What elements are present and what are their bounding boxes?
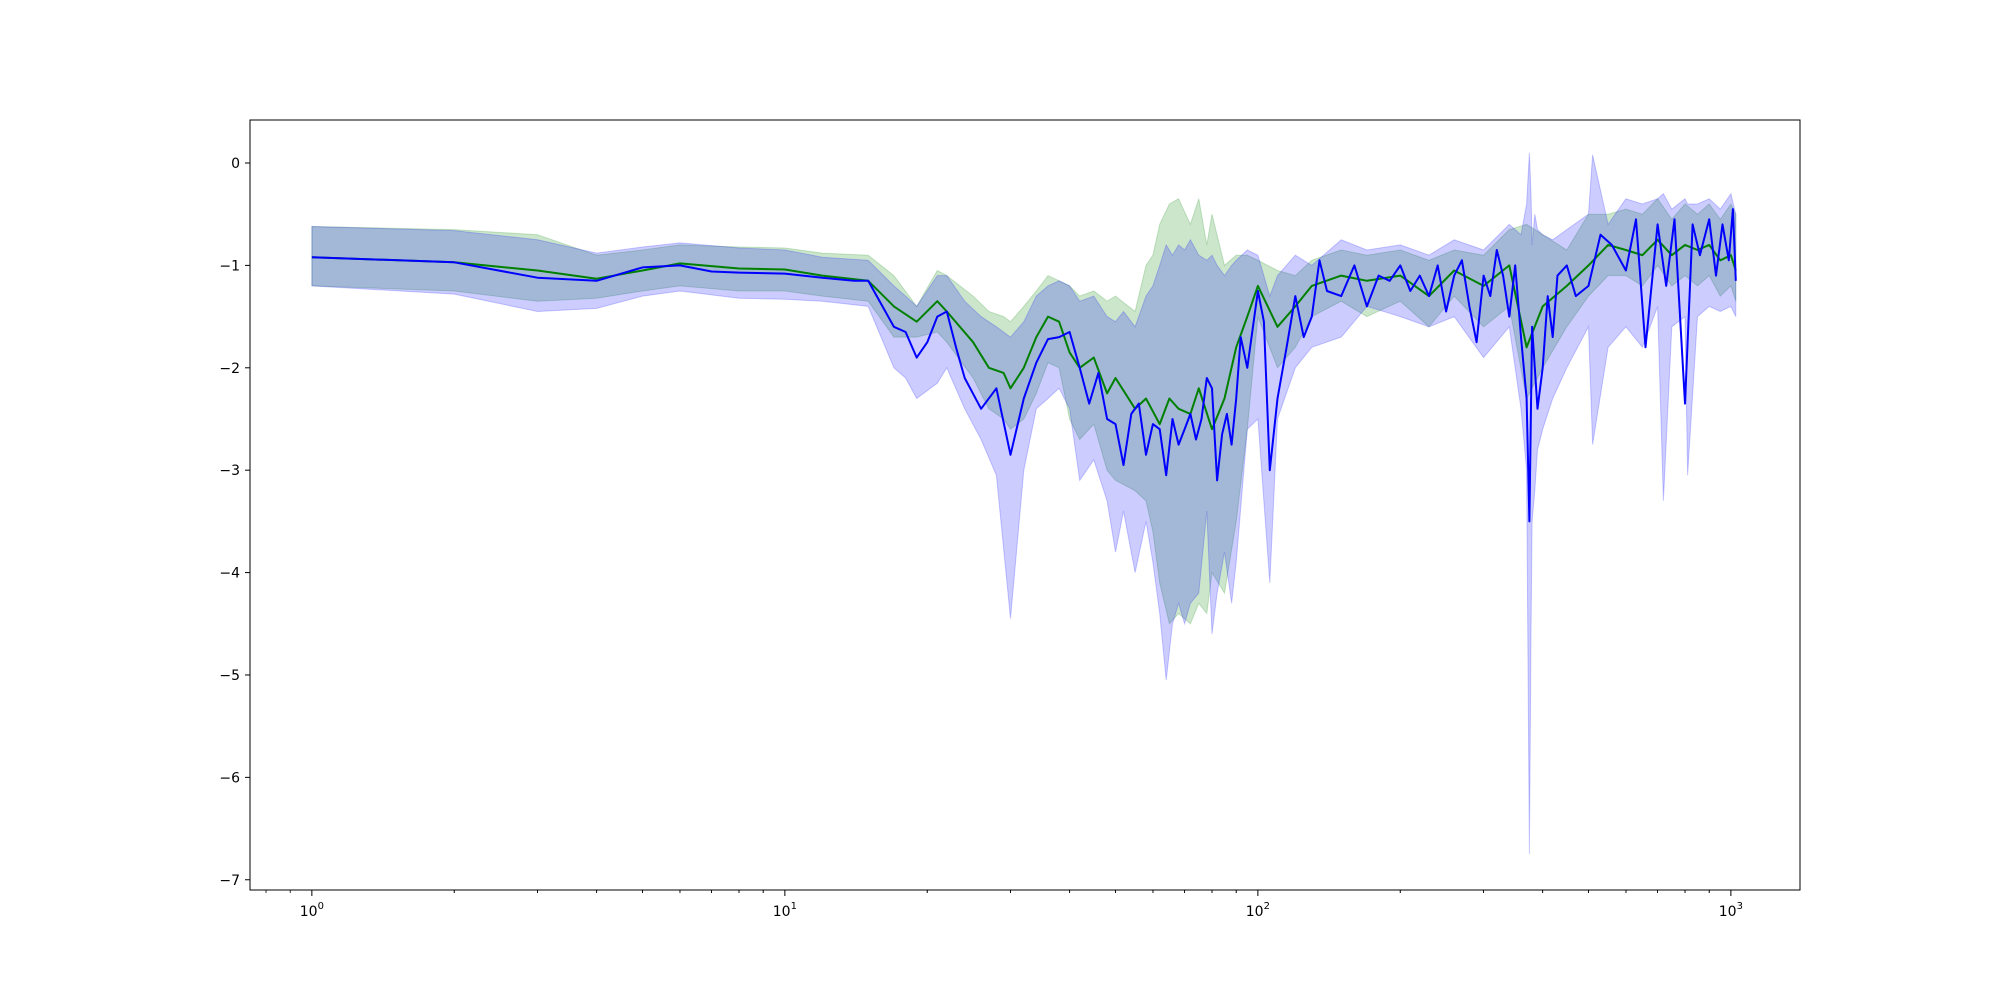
y-tick-label: −2 xyxy=(219,361,240,377)
plot-frame xyxy=(249,119,1801,891)
x-tick-label: 102 xyxy=(1246,901,1270,920)
blue-series-band xyxy=(311,152,1737,855)
series-lines xyxy=(311,208,1737,523)
green-series-band xyxy=(311,198,1737,625)
y-tick-label: −6 xyxy=(219,770,240,786)
y-tick-label: −7 xyxy=(219,873,240,889)
x-tick-label: 100 xyxy=(300,901,324,920)
x-tick-label: 101 xyxy=(773,901,797,920)
y-tick-label: −3 xyxy=(219,463,240,479)
y-tick-label: 0 xyxy=(231,156,240,172)
y-tick-label: −1 xyxy=(219,258,240,274)
x-tick-label: 103 xyxy=(1719,901,1743,920)
y-tick-label: −4 xyxy=(219,566,240,582)
blue-series-line xyxy=(311,208,1737,523)
y-axis: 0 −1 −2 −3 −4 −5 −6 −7 xyxy=(219,156,250,889)
confidence-bands xyxy=(311,152,1737,855)
green-series-line xyxy=(311,238,1737,431)
y-tick-label: −5 xyxy=(219,668,240,684)
x-axis: 100 101 102 103 xyxy=(265,890,1743,920)
